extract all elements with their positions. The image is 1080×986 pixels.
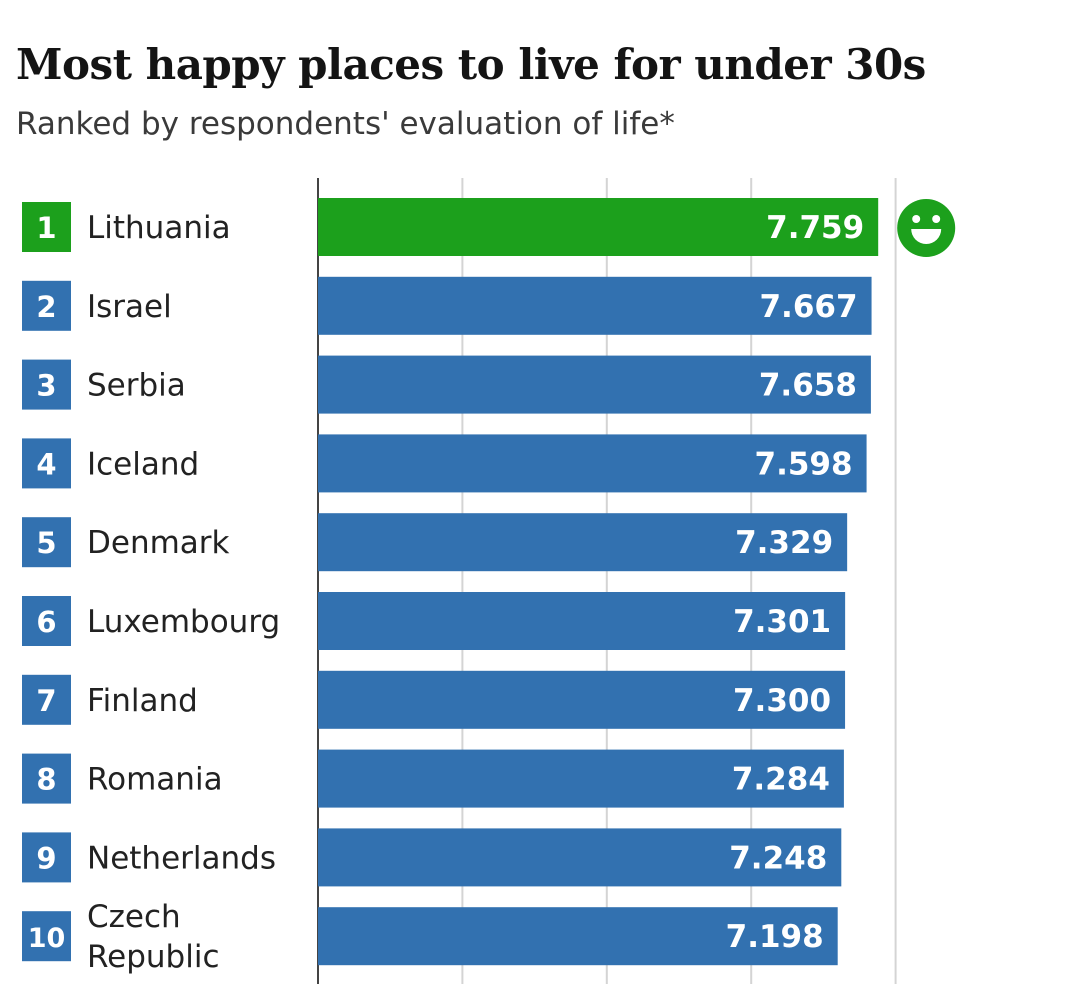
rank-number-7: 7 bbox=[36, 684, 56, 718]
chart-subtitle: Ranked by respondents' evaluation of lif… bbox=[16, 106, 675, 142]
bar-1 bbox=[318, 198, 879, 256]
rank-number-1: 1 bbox=[36, 211, 56, 245]
value-label-3: 7.658 bbox=[759, 368, 857, 404]
rank-badge-4 bbox=[22, 438, 71, 489]
category-label-4: Iceland bbox=[87, 446, 199, 482]
category-label-6: Luxembourg bbox=[87, 604, 280, 640]
bar-3 bbox=[318, 355, 871, 414]
rank-badge-10 bbox=[22, 911, 71, 962]
rank-badge-6 bbox=[22, 596, 71, 646]
smiley-face-icon bbox=[897, 199, 956, 257]
rank-badge-1 bbox=[22, 202, 71, 252]
category-label-10: Czech Republic bbox=[87, 899, 220, 975]
value-label-10: 7.198 bbox=[726, 919, 824, 955]
value-label-8: 7.284 bbox=[732, 762, 830, 798]
category-label-5: Denmark bbox=[87, 525, 230, 561]
value-label-5: 7.329 bbox=[735, 525, 833, 561]
category-label-7: Finland bbox=[87, 683, 198, 719]
value-label-7: 7.300 bbox=[733, 683, 831, 719]
bars: 7.759 7.667 7.658 7.598 7.329 7.301 7.300 7.284… bbox=[318, 198, 956, 966]
rank-badge-5 bbox=[22, 517, 71, 568]
rank-number-5: 5 bbox=[36, 526, 56, 560]
bar-4 bbox=[318, 434, 867, 493]
row-labels: 1 Lithuania 2 Israel 3 Serbia 4 Iceland 5 Denmark… bbox=[22, 202, 280, 975]
rank-number-9: 9 bbox=[36, 841, 56, 875]
category-label-2: Israel bbox=[87, 289, 172, 325]
rank-badge-2 bbox=[22, 280, 71, 331]
bar-2 bbox=[318, 276, 872, 335]
bar-5 bbox=[318, 513, 848, 572]
rank-badge-7 bbox=[22, 674, 71, 725]
value-label-2: 7.667 bbox=[759, 289, 857, 325]
value-label-1: 7.759 bbox=[766, 210, 864, 246]
chart-title: Most happy places to live for under 30s bbox=[16, 40, 926, 89]
rank-number-2: 2 bbox=[36, 290, 56, 324]
value-label-6: 7.301 bbox=[733, 604, 831, 640]
category-label-8: Romania bbox=[87, 762, 223, 798]
bar-10 bbox=[318, 907, 838, 966]
rank-number-8: 8 bbox=[36, 763, 56, 797]
rank-number-6: 6 bbox=[36, 605, 56, 639]
rank-badge-8 bbox=[22, 753, 71, 804]
bar-9 bbox=[318, 828, 842, 887]
category-label-9: Netherlands bbox=[87, 840, 276, 876]
bar-7 bbox=[318, 670, 846, 729]
bar-8 bbox=[318, 749, 844, 808]
category-label-3: Serbia bbox=[87, 368, 186, 404]
rank-badge-9 bbox=[22, 832, 71, 883]
rank-number-10: 10 bbox=[28, 923, 66, 954]
rank-number-4: 4 bbox=[36, 447, 56, 481]
rank-number-3: 3 bbox=[36, 369, 56, 403]
value-label-9: 7.248 bbox=[729, 840, 827, 876]
category-label-1: Lithuania bbox=[87, 210, 231, 246]
rank-badge-3 bbox=[22, 359, 71, 410]
value-label-4: 7.598 bbox=[755, 446, 853, 482]
bar-6 bbox=[318, 592, 846, 650]
